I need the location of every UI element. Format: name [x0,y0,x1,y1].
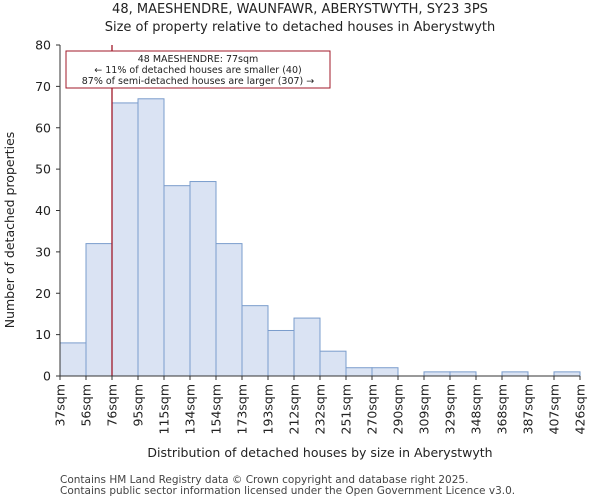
bar-56sqm [85,243,113,377]
annotation-line-3: 87% of semi-detached houses are larger (… [82,76,315,87]
x-tick-label: 309sqm [417,384,432,434]
x-tick-label: 56sqm [79,384,94,427]
x-tick-label: 368sqm [495,384,510,434]
x-tick-label: 134sqm [183,384,198,434]
x-tick-label: 348sqm [469,384,484,434]
y-tick-label: 60 [35,120,51,135]
x-tick-label: 154sqm [209,384,224,434]
bar-407sqm [553,371,581,377]
x-tick-label: 232sqm [313,384,328,434]
bar-232sqm [319,350,347,377]
bar-270sqm [371,367,399,377]
bar-251sqm [345,367,373,377]
x-tick-label: 37sqm [53,384,68,427]
y-tick-label: 10 [35,327,51,342]
y-tick-label: 70 [35,79,51,94]
bar-76sqm [111,102,139,377]
y-tick-label: 20 [35,286,51,301]
bar-212sqm [293,317,321,377]
x-tick-label: 407sqm [547,384,562,434]
x-axis-label: Distribution of detached houses by size … [147,445,492,460]
bar-193sqm [267,329,295,377]
x-tick-label: 387sqm [521,384,536,434]
bar-37sqm [59,342,87,377]
x-tick-label: 329sqm [443,384,458,434]
x-tick-label: 173sqm [235,384,250,434]
annotation-line-2: ← 11% of detached houses are smaller (40… [94,65,301,76]
bar-329sqm [449,371,477,377]
bar-154sqm [215,243,243,377]
bar-95sqm [137,98,165,377]
y-tick-label: 80 [35,38,51,53]
annotation-line-1: 48 MAESHENDRE: 77sqm [138,54,259,65]
bar-115sqm [163,185,191,377]
bar-368sqm [501,371,529,377]
x-tick-label: 193sqm [261,384,276,434]
x-tick-label: 290sqm [391,384,406,434]
footer-line-1: Contains HM Land Registry data © Crown c… [60,474,469,486]
chart-title: 48, MAESHENDRE, WAUNFAWR, ABERYSTWYTH, S… [112,2,488,17]
bar-134sqm [189,181,217,377]
annotation-box: 48 MAESHENDRE: 77sqm ← 11% of detached h… [65,50,331,89]
y-tick-label: 30 [35,244,51,259]
x-tick-label: 270sqm [365,384,380,434]
bar-309sqm [423,371,451,377]
x-tick-label: 95sqm [131,384,146,427]
y-tick-label: 40 [35,203,51,218]
footer-line-2: Contains public sector information licen… [60,485,516,497]
bar-173sqm [241,305,269,377]
x-tick-label: 251sqm [339,384,354,434]
x-tick-label: 426sqm [573,384,588,434]
y-tick-label: 0 [43,369,51,384]
x-tick-label: 76sqm [105,384,120,427]
chart-subtitle: Size of property relative to detached ho… [104,20,496,35]
y-tick-label: 50 [35,162,51,177]
x-tick-label: 212sqm [287,384,302,434]
x-tick-label: 115sqm [157,384,172,434]
y-axis-label: Number of detached properties [2,132,17,329]
